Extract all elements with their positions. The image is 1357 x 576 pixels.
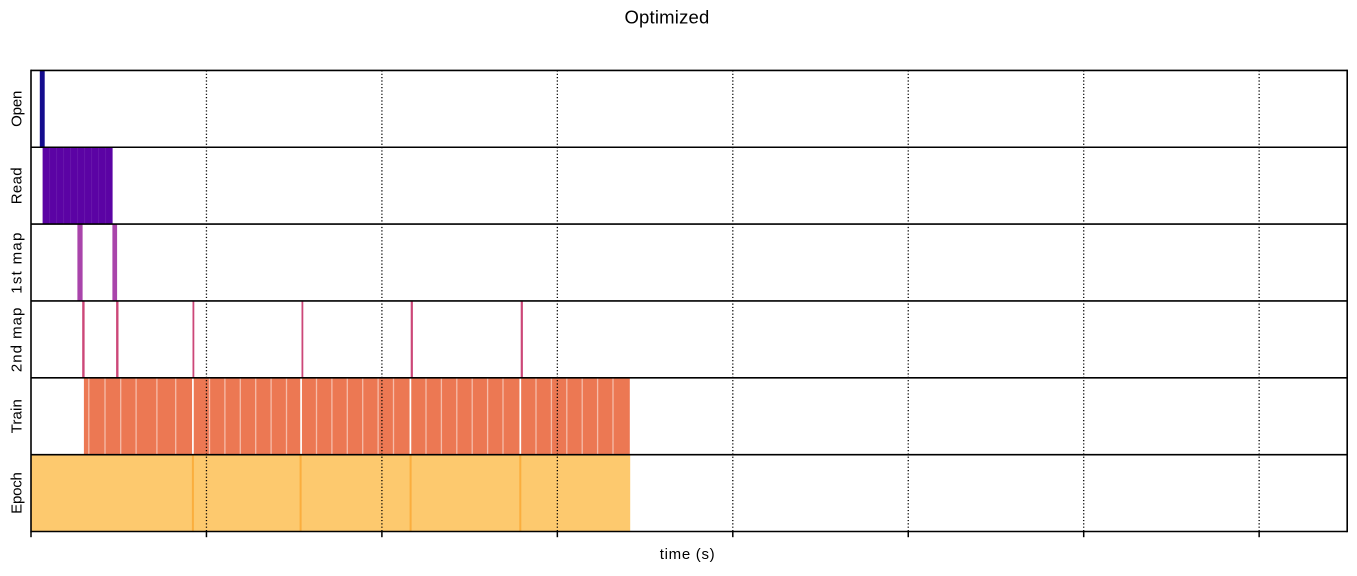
svg-text:2nd map: 2nd map	[9, 307, 26, 372]
svg-text:Epoch: Epoch	[9, 472, 26, 514]
svg-text:1st map: 1st map	[9, 231, 26, 293]
svg-text:time (s): time (s)	[660, 546, 716, 563]
svg-text:Open: Open	[9, 91, 26, 127]
svg-text:Optimized: Optimized	[624, 6, 709, 27]
svg-text:Read: Read	[9, 167, 26, 204]
svg-text:Train: Train	[9, 399, 26, 433]
